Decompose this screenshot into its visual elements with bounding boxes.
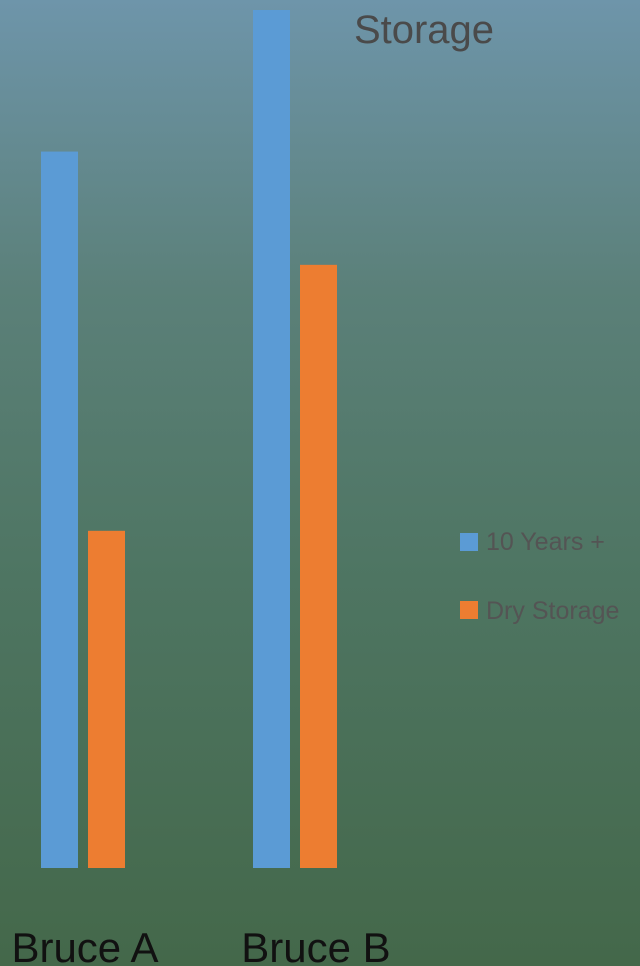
chart-title: Storage [354, 8, 494, 52]
bar-bruce-b-dry-storage [300, 264, 337, 868]
bar-bruce-a-10-years [41, 151, 78, 868]
legend-swatch-10-years [460, 533, 478, 551]
category-label-bruce-a: Bruce A [11, 924, 158, 966]
bar-bruce-b-10-years [253, 10, 290, 868]
legend-swatch-dry-storage [460, 601, 478, 619]
legend-label-dry-storage: Dry Storage [486, 597, 619, 625]
bars-group [41, 10, 337, 868]
bar-bruce-a-dry-storage [88, 530, 125, 868]
legend-label-10-years: 10 Years + [486, 528, 605, 556]
category-label-bruce-b: Bruce B [241, 924, 390, 966]
legend: 10 Years + Dry Storage [460, 528, 619, 625]
